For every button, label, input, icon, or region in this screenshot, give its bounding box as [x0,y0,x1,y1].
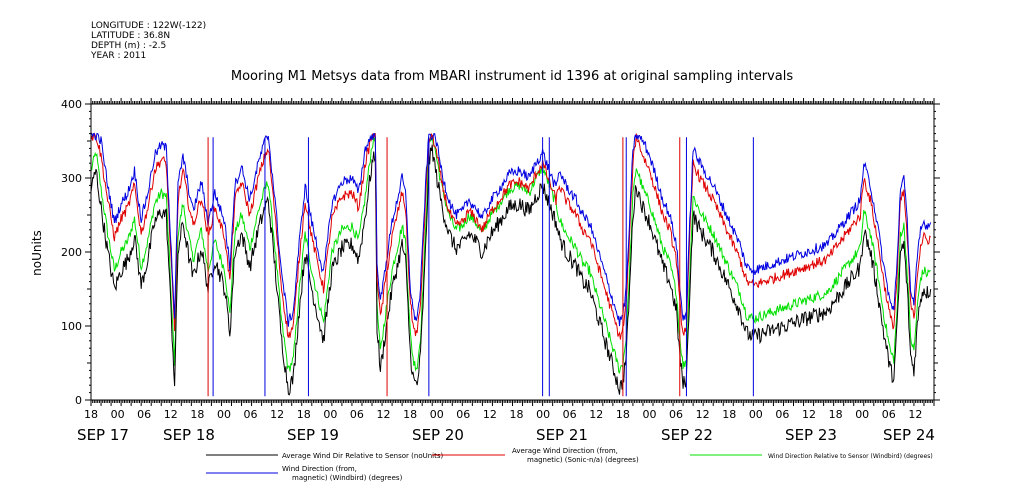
x-hour-label-29: 00 [855,408,869,421]
plot-area [90,132,932,397]
x-hour-label-10: 06 [350,408,364,421]
x-day-label-7: SEP 24 [883,426,935,444]
x-hour-label-20: 18 [616,408,630,421]
series-line-windbird-direction [90,132,932,327]
x-hour-label-30: 06 [882,408,896,421]
x-day-label-3: SEP 20 [412,426,464,444]
x-day-label-1: SEP 18 [163,426,215,444]
x-hour-label-27: 12 [802,408,816,421]
x-hour-label-12: 18 [403,408,417,421]
y-tick-label-1: 100 [61,320,82,333]
x-hour-label-21: 00 [642,408,656,421]
y-axis-label: noUnits [30,230,44,276]
x-hour-label-24: 18 [722,408,736,421]
x-hour-label-4: 18 [190,408,204,421]
x-hour-label-31: 12 [908,408,922,421]
x-day-label-6: SEP 23 [785,426,837,444]
y-tick-label-2: 200 [61,246,82,259]
x-hour-label-26: 06 [775,408,789,421]
x-hour-label-22: 06 [669,408,683,421]
legend-label-windbird-relative: Wind Direction Relative to Sensor (Windb… [768,453,933,460]
chart-title: Mooring M1 Metsys data from MBARI instru… [231,69,793,84]
x-hour-label-2: 06 [137,408,151,421]
legend-label-windbird-direction-1: Wind Direction (from, [282,465,357,473]
legend-label-sonic-direction-1: Average Wind Direction (from, [512,447,618,455]
x-hour-label-19: 12 [589,408,603,421]
x-day-label-2: SEP 19 [287,426,339,444]
x-hour-label-8: 18 [297,408,311,421]
x-hour-label-23: 12 [696,408,710,421]
x-hour-label-3: 12 [164,408,178,421]
y-tick-label-4: 400 [61,98,82,111]
x-day-label-4: SEP 21 [536,426,588,444]
depth-label: DEPTH (m) : -2.5 [91,41,167,51]
x-hour-label-18: 06 [563,408,577,421]
axes: 0 100 200 300 400 18 00 06 12 18 00 06 12 18 00 06 12 18 0… [61,98,940,444]
x-hour-label-6: 06 [244,408,258,421]
series-line-sonic-direction [90,132,932,340]
x-hour-label-14: 06 [456,408,470,421]
x-day-label-5: SEP 22 [661,426,713,444]
legend: Average Wind Dir Relative to Sensor (noU… [206,447,933,482]
x-hour-label-15: 12 [483,408,497,421]
x-hour-label-13: 00 [430,408,444,421]
y-tick-label-3: 300 [61,172,82,185]
legend-label-relative-to-sensor: Average Wind Dir Relative to Sensor (noU… [282,452,443,460]
legend-label-windbird-direction-2: magnetic) (Windbird) (degrees) [292,474,403,482]
x-hour-label-25: 00 [749,408,763,421]
series-line-windbird-relative [90,133,931,374]
year-label: YEAR : 2011 [91,51,147,61]
x-hour-label-5: 00 [217,408,231,421]
x-hour-label-0: 18 [84,408,98,421]
longitude-label: LONGITUDE : 122W(-122) [91,21,207,31]
x-hour-label-17: 00 [536,408,550,421]
x-hour-label-7: 12 [270,408,284,421]
x-hour-label-16: 18 [509,408,523,421]
latitude-label: LATITUDE : 36.8N [91,31,171,41]
y-tick-label-0: 0 [75,394,82,407]
x-day-label-0: SEP 17 [77,426,129,444]
series-line-relative-to-sensor [90,144,932,396]
x-hour-label-28: 18 [829,408,843,421]
legend-label-sonic-direction-2: magnetic) (Sonic-n/a) (degrees) [527,456,639,464]
mooring-metadata: LONGITUDE : 122W(-122) LATITUDE : 36.8N … [91,21,206,61]
x-hour-label-1: 00 [111,408,125,421]
x-hour-label-11: 12 [377,408,391,421]
x-hour-label-9: 00 [323,408,337,421]
